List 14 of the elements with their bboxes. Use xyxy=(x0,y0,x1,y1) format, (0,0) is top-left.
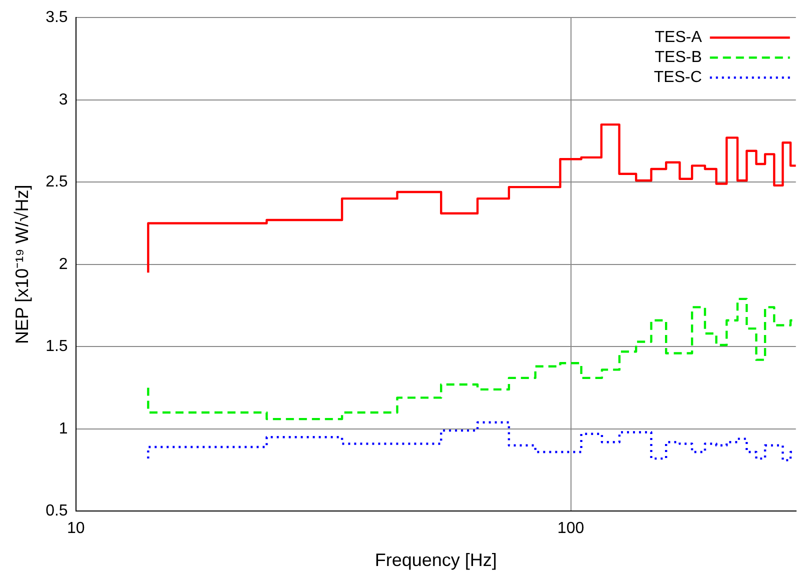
legend-label: TES-B xyxy=(654,49,702,66)
y-tick-label: 1.5 xyxy=(46,338,68,356)
y-tick-label: 0.5 xyxy=(46,502,68,520)
legend-label: TES-C xyxy=(654,69,702,86)
x-axis-title: Frequency [Hz] xyxy=(374,550,497,570)
legend-label: TES-A xyxy=(654,29,702,46)
y-tick-label: 3.5 xyxy=(46,9,68,26)
x-tick-label: 100 xyxy=(557,520,584,538)
y-tick-label: 3 xyxy=(58,91,68,108)
y-tick-label: 1 xyxy=(58,420,68,438)
y-tick-label: 2 xyxy=(58,256,68,273)
y-tick-label: 2.5 xyxy=(46,174,68,191)
y-axis-title: NEP [x10⁻¹⁹ W/√Hz] xyxy=(12,184,32,344)
x-tick-label: 10 xyxy=(66,520,85,538)
